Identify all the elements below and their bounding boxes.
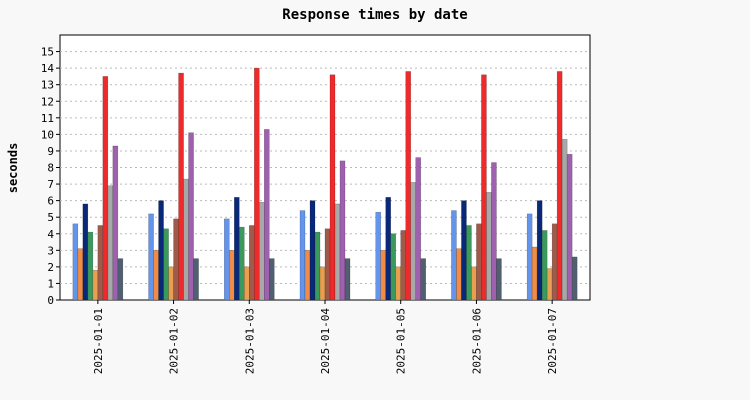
y-tick-label: 6 [47, 195, 54, 208]
y-tick-label: 15 [41, 46, 54, 59]
bar [461, 200, 467, 301]
bar [566, 154, 573, 301]
bar [491, 162, 497, 301]
bar [400, 230, 406, 301]
bar [571, 256, 578, 301]
chart-title: Response times by date [282, 7, 467, 23]
bar [102, 76, 109, 301]
bar [72, 223, 79, 301]
bar [229, 250, 235, 301]
bar [304, 250, 311, 301]
bar [385, 197, 391, 301]
bar [415, 157, 421, 301]
bar [375, 211, 381, 301]
bar [481, 74, 487, 301]
bar [319, 266, 326, 301]
bar [451, 210, 457, 301]
bar [92, 269, 99, 301]
x-tick-label: 2025-01-07 [546, 308, 559, 374]
bar [244, 266, 250, 301]
y-tick-label: 13 [41, 79, 54, 92]
y-tick-label: 7 [47, 178, 54, 191]
y-tick-label: 2 [47, 261, 54, 274]
bar [299, 210, 306, 301]
bar [536, 200, 543, 301]
bar [329, 74, 336, 301]
bar [486, 192, 492, 301]
y-tick-label: 5 [47, 211, 54, 224]
bar [309, 200, 316, 301]
y-tick-label: 11 [41, 112, 54, 125]
x-axis-ticks: 2025-01-01 2025-01-02 2025-01-03 2025-01-04… [92, 300, 559, 374]
y-tick-label: 3 [47, 244, 54, 257]
bar [551, 223, 558, 301]
y-tick-label: 1 [47, 277, 54, 290]
bar [476, 223, 482, 301]
y-tick-label: 4 [47, 228, 54, 241]
bar [410, 182, 416, 301]
bar [471, 266, 477, 301]
bar [173, 218, 179, 301]
bar [234, 197, 240, 301]
bar [87, 231, 94, 301]
bar-series [72, 67, 578, 301]
y-tick-label: 12 [41, 95, 54, 108]
bar [183, 178, 189, 301]
x-tick-label: 2025-01-01 [92, 308, 105, 374]
bar [339, 160, 346, 301]
bar [496, 258, 502, 301]
bar [178, 72, 184, 301]
bar [314, 231, 321, 301]
y-tick-label: 10 [41, 128, 54, 141]
bar [264, 129, 270, 301]
y-tick-label: 14 [41, 62, 55, 75]
bar [395, 266, 401, 301]
bar [456, 248, 462, 301]
bar [254, 67, 260, 301]
bar [531, 246, 538, 301]
bar [561, 139, 568, 301]
bar [158, 200, 164, 301]
bar [546, 268, 553, 301]
x-tick-label: 2025-01-06 [470, 308, 483, 374]
bar [188, 132, 194, 301]
bar [556, 71, 563, 301]
bar [239, 226, 245, 301]
bar [107, 185, 114, 301]
bar [168, 266, 174, 301]
bar [259, 202, 265, 301]
bar [249, 225, 255, 301]
bar [117, 258, 124, 301]
bar [112, 145, 119, 301]
bar [224, 218, 230, 301]
x-tick-label: 2025-01-03 [243, 308, 256, 374]
bar [334, 203, 341, 301]
bar [526, 213, 533, 301]
y-tick-label: 9 [47, 145, 54, 158]
bar [153, 250, 159, 301]
bar [390, 233, 396, 301]
bar [380, 250, 386, 301]
bar [466, 225, 472, 301]
bar [82, 203, 89, 301]
x-tick-label: 2025-01-05 [395, 308, 408, 374]
y-axis-label: seconds [6, 143, 20, 194]
y-tick-label: 0 [47, 294, 54, 307]
bar [420, 258, 426, 301]
bar [163, 228, 169, 301]
bar [405, 71, 411, 301]
bar [77, 248, 84, 301]
bar [541, 230, 548, 301]
bar [148, 213, 154, 301]
bar [269, 258, 275, 301]
bar [344, 258, 351, 301]
x-tick-label: 2025-01-02 [168, 308, 181, 374]
y-tick-label: 8 [47, 162, 54, 175]
bar [193, 258, 199, 301]
x-tick-label: 2025-01-04 [319, 308, 332, 375]
bar [324, 228, 331, 301]
bar [97, 225, 104, 301]
